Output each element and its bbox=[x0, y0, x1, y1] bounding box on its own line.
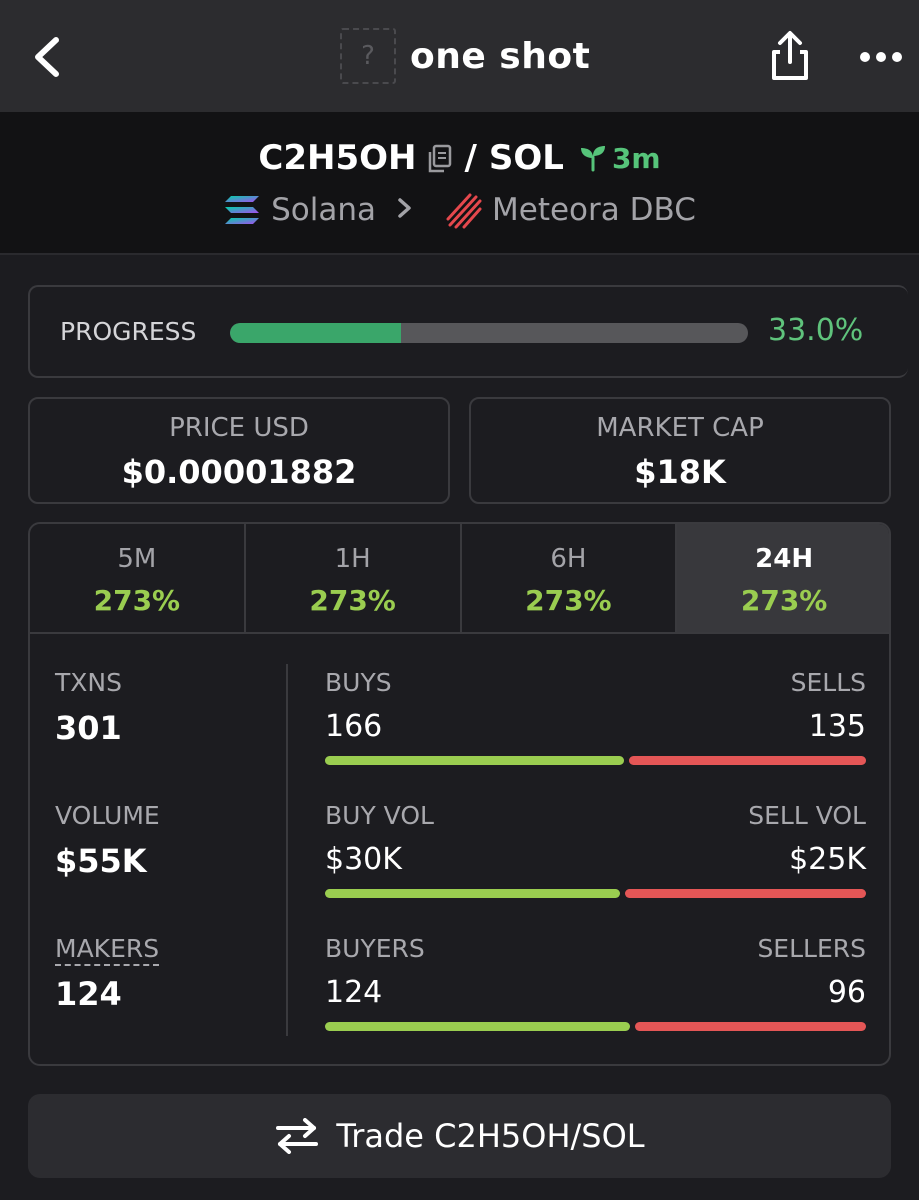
buy-portion bbox=[325, 1022, 631, 1031]
volume-ratio: BUY VOL SELL VOL $30K $25K bbox=[325, 801, 866, 898]
chevron-right-icon bbox=[396, 194, 424, 227]
sell-portion bbox=[624, 889, 866, 898]
sells-label: SELLS bbox=[790, 668, 866, 697]
sprout-icon bbox=[580, 146, 605, 172]
sell-portion bbox=[628, 756, 866, 765]
progress-card: PROGRESS 33.0% bbox=[28, 285, 908, 378]
buyers-label: BUYERS bbox=[325, 934, 425, 963]
title-area: ? one shot bbox=[340, 28, 590, 84]
price-label: PRICE USD bbox=[169, 413, 309, 443]
sells-value: 135 bbox=[808, 709, 866, 744]
makers-value: 124 bbox=[55, 975, 122, 1013]
sell-vol-label: SELL VOL bbox=[748, 801, 866, 830]
dex-link[interactable]: Meteora DBC bbox=[444, 191, 696, 229]
tab-5m[interactable]: 5M 273% bbox=[30, 524, 246, 632]
txns-value: 301 bbox=[55, 709, 122, 747]
timeframe-tabs: 5M 273% 1H 273% 6H 273% 24H 273% bbox=[30, 524, 889, 634]
buyers-sellers-ratio: BUYERS SELLERS 124 96 bbox=[325, 934, 866, 1031]
progress-bar bbox=[230, 323, 748, 343]
share-icon bbox=[772, 31, 808, 80]
tab-label: 5M bbox=[117, 544, 157, 574]
price-card: PRICE USD $0.00001882 bbox=[28, 397, 450, 504]
summary-column: TXNS 301 VOLUME $55K MAKERS 124 bbox=[30, 634, 286, 1064]
pair-base-symbol: C2H5OH bbox=[258, 138, 417, 178]
trade-button-label: Trade C2H5OH/SOL bbox=[336, 1117, 645, 1155]
tab-label: 1H bbox=[334, 544, 371, 574]
volume-value: $55K bbox=[55, 842, 147, 880]
page-title: one shot bbox=[410, 35, 591, 77]
trade-button[interactable]: Trade C2H5OH/SOL bbox=[28, 1094, 891, 1178]
buyers-value: 124 bbox=[325, 975, 383, 1010]
pair-quote-symbol: SOL bbox=[488, 138, 564, 178]
swap-arrows-icon bbox=[276, 1118, 319, 1154]
buy-vol-value: $30K bbox=[325, 842, 402, 877]
progress-label: PROGRESS bbox=[60, 317, 197, 346]
pair-separator: / bbox=[464, 138, 477, 178]
buy-vol-label: BUY VOL bbox=[325, 801, 434, 830]
back-button[interactable] bbox=[26, 32, 70, 82]
buy-portion bbox=[325, 756, 624, 765]
tab-change: 273% bbox=[525, 584, 612, 617]
stats-panel: 5M 273% 1H 273% 6H 273% 24H 273% TXNS 30… bbox=[28, 522, 891, 1066]
tab-label: 6H bbox=[550, 544, 587, 574]
meteora-icon bbox=[446, 193, 482, 229]
pair-line: C2H5OH / SOL 3m bbox=[0, 136, 919, 180]
txns-stat: TXNS 301 bbox=[55, 668, 122, 747]
tab-24h[interactable]: 24H 273% bbox=[677, 524, 889, 632]
buys-sells-bar bbox=[325, 756, 866, 765]
tab-change: 273% bbox=[93, 584, 181, 617]
copy-icon bbox=[429, 144, 452, 173]
volume-label: VOLUME bbox=[55, 801, 160, 830]
buys-value: 166 bbox=[325, 709, 383, 744]
txns-label: TXNS bbox=[55, 668, 122, 697]
chain-breadcrumb: Solana Meteora DBC bbox=[0, 188, 919, 232]
price-value: $0.00001882 bbox=[121, 453, 357, 491]
tab-6h[interactable]: 6H 273% bbox=[462, 524, 678, 632]
tab-1h[interactable]: 1H 273% bbox=[246, 524, 462, 632]
more-horizontal-icon bbox=[860, 52, 902, 62]
chain-link[interactable]: Solana bbox=[223, 192, 376, 228]
market-cap-card: MARKET CAP $18K bbox=[469, 397, 891, 504]
volume-bar bbox=[325, 889, 866, 898]
pair-age-value: 3m bbox=[611, 141, 661, 175]
more-button[interactable] bbox=[856, 42, 906, 72]
sell-vol-value: $25K bbox=[789, 842, 866, 877]
tab-change: 273% bbox=[309, 584, 396, 617]
sellers-value: 96 bbox=[827, 975, 866, 1010]
buys-sells-ratio: BUYS SELLS 166 135 bbox=[325, 668, 866, 765]
chain-name: Solana bbox=[271, 192, 377, 228]
token-placeholder-icon: ? bbox=[340, 28, 396, 84]
tab-label: 24H bbox=[755, 544, 814, 574]
solana-icon bbox=[225, 196, 260, 224]
pair-header: C2H5OH / SOL 3m bbox=[0, 112, 919, 255]
progress-value: 33.0% bbox=[768, 313, 864, 348]
column-divider bbox=[286, 664, 288, 1036]
sell-portion bbox=[635, 1022, 866, 1031]
share-button[interactable] bbox=[766, 28, 814, 84]
progress-bar-fill bbox=[230, 323, 401, 343]
buy-portion bbox=[325, 889, 620, 898]
volume-stat: VOLUME $55K bbox=[55, 801, 160, 880]
pair-age: 3m bbox=[578, 142, 661, 175]
market-cap-value: $18K bbox=[634, 453, 726, 491]
makers-label[interactable]: MAKERS bbox=[55, 934, 160, 966]
makers-stat[interactable]: MAKERS 124 bbox=[55, 934, 160, 1013]
dex-name: Meteora DBC bbox=[492, 192, 696, 228]
copy-button[interactable] bbox=[426, 143, 452, 173]
market-cap-label: MARKET CAP bbox=[596, 413, 764, 443]
sellers-label: SELLERS bbox=[757, 934, 866, 963]
tab-change: 273% bbox=[740, 584, 828, 617]
chevron-left-icon bbox=[35, 37, 59, 77]
top-bar: ? one shot bbox=[0, 0, 919, 112]
buyers-sellers-bar bbox=[325, 1022, 866, 1031]
buys-label: BUYS bbox=[325, 668, 392, 697]
